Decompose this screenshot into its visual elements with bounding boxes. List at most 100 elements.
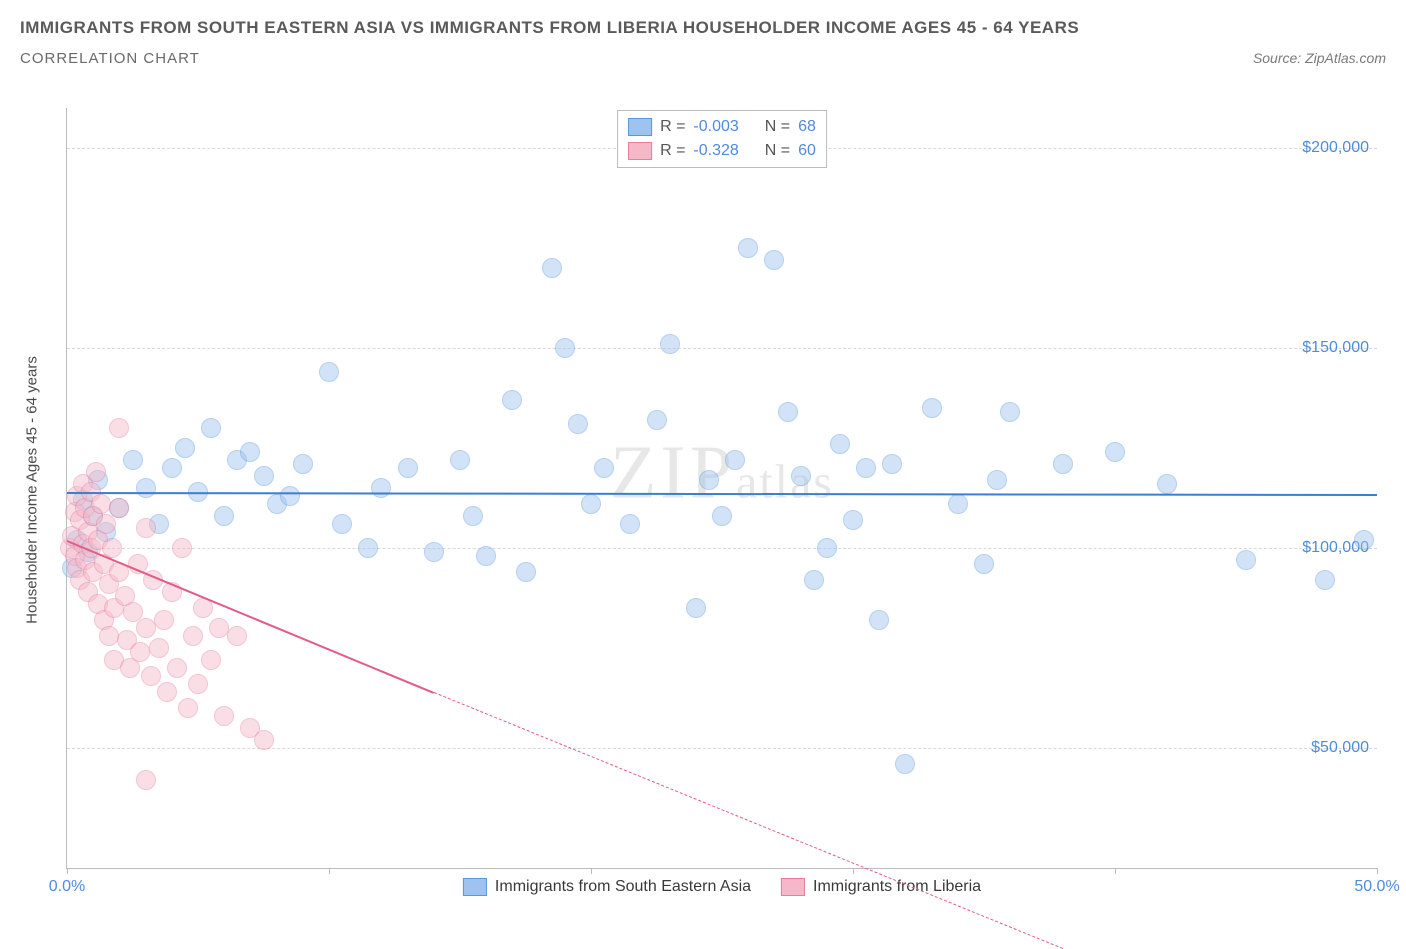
data-point <box>109 418 129 438</box>
data-point <box>157 682 177 702</box>
data-point <box>542 258 562 278</box>
data-point <box>371 478 391 498</box>
data-point <box>568 414 588 434</box>
data-point <box>647 410 667 430</box>
data-point <box>699 470 719 490</box>
series-legend-item: Immigrants from Liberia <box>781 878 981 896</box>
data-point <box>227 626 247 646</box>
data-point <box>764 250 784 270</box>
trend-line <box>67 492 1377 496</box>
data-point <box>948 494 968 514</box>
data-point <box>167 658 187 678</box>
data-point <box>895 754 915 774</box>
data-point <box>280 486 300 506</box>
trend-line <box>434 692 1063 949</box>
data-point <box>130 642 150 662</box>
data-point <box>922 398 942 418</box>
data-point <box>398 458 418 478</box>
data-point <box>136 478 156 498</box>
data-point <box>778 402 798 422</box>
source-attribution: Source: ZipAtlas.com <box>1253 50 1386 66</box>
data-point <box>178 698 198 718</box>
series-legend: Immigrants from South Eastern Asia Immigr… <box>463 878 981 896</box>
data-point <box>463 506 483 526</box>
x-tick-label: 0.0% <box>49 878 85 896</box>
y-tick-label: $50,000 <box>1311 739 1369 757</box>
data-point <box>516 562 536 582</box>
x-tick <box>853 868 854 874</box>
data-point <box>86 462 106 482</box>
chart-title: IMMIGRANTS FROM SOUTH EASTERN ASIA VS IM… <box>20 18 1386 38</box>
data-point <box>183 626 203 646</box>
gridline <box>67 548 1377 549</box>
data-point <box>987 470 1007 490</box>
data-point <box>882 454 902 474</box>
data-point <box>214 506 234 526</box>
data-point <box>1053 454 1073 474</box>
data-point <box>240 442 260 462</box>
series-swatch <box>628 142 652 160</box>
data-point <box>660 334 680 354</box>
data-point <box>738 238 758 258</box>
data-point <box>476 546 496 566</box>
gridline <box>67 348 1377 349</box>
data-point <box>817 538 837 558</box>
data-point <box>424 542 444 562</box>
data-point <box>332 514 352 534</box>
chart-subtitle: CORRELATION CHART <box>20 50 200 67</box>
data-point <box>555 338 575 358</box>
series-swatch <box>628 118 652 136</box>
data-point <box>154 610 174 630</box>
plot-area: ZIPatlas $50,000$100,000$150,000$200,000… <box>66 108 1377 869</box>
data-point <box>686 598 706 618</box>
y-tick-label: $150,000 <box>1302 339 1369 357</box>
data-point <box>109 498 129 518</box>
data-point <box>123 450 143 470</box>
data-point <box>725 450 745 470</box>
series-swatch <box>781 878 805 896</box>
data-point <box>869 610 889 630</box>
data-point <box>91 494 111 514</box>
data-point <box>172 538 192 558</box>
x-tick <box>1115 868 1116 874</box>
data-point <box>201 418 221 438</box>
data-point <box>162 458 182 478</box>
data-point <box>1157 474 1177 494</box>
data-point <box>136 770 156 790</box>
data-point <box>791 466 811 486</box>
x-tick <box>329 868 330 874</box>
y-axis-label: Householder Income Ages 45 - 64 years <box>24 356 41 624</box>
data-point <box>96 514 116 534</box>
data-point <box>830 434 850 454</box>
data-point <box>620 514 640 534</box>
data-point <box>843 510 863 530</box>
data-point <box>136 518 156 538</box>
stats-legend: R =-0.003N =68R =-0.328N =60 <box>617 110 827 168</box>
data-point <box>358 538 378 558</box>
data-point <box>1000 402 1020 422</box>
data-point <box>856 458 876 478</box>
x-tick <box>1377 868 1378 874</box>
y-tick-label: $200,000 <box>1302 139 1369 157</box>
data-point <box>712 506 732 526</box>
data-point <box>319 362 339 382</box>
data-point <box>594 458 614 478</box>
x-tick <box>591 868 592 874</box>
series-swatch <box>463 878 487 896</box>
data-point <box>581 494 601 514</box>
data-point <box>214 706 234 726</box>
data-point <box>293 454 313 474</box>
data-point <box>974 554 994 574</box>
data-point <box>201 650 221 670</box>
stats-legend-row: R =-0.003N =68 <box>628 115 816 139</box>
x-tick <box>67 868 68 874</box>
data-point <box>175 438 195 458</box>
data-point <box>99 626 119 646</box>
data-point <box>136 618 156 638</box>
data-point <box>141 666 161 686</box>
series-legend-item: Immigrants from South Eastern Asia <box>463 878 751 896</box>
x-tick-label: 50.0% <box>1354 878 1399 896</box>
data-point <box>254 730 274 750</box>
data-point <box>209 618 229 638</box>
data-point <box>1315 570 1335 590</box>
